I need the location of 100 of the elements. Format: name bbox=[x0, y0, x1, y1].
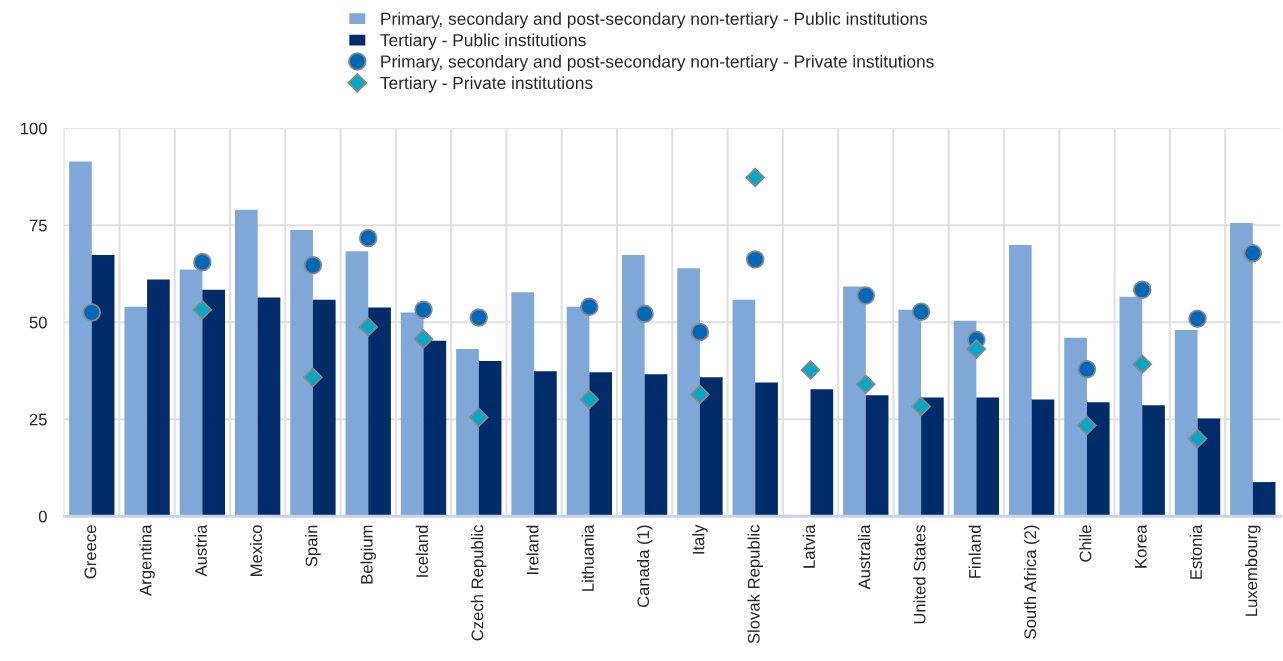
y-tick-label: 50 bbox=[29, 316, 47, 329]
bar bbox=[124, 306, 148, 517]
point bbox=[414, 300, 433, 320]
legend-label: Primary, secondary and post-secondary non-tertiary - Public institutions bbox=[381, 12, 928, 29]
bar bbox=[755, 382, 778, 517]
x-tick-label: Mexico bbox=[249, 525, 263, 576]
bar bbox=[179, 269, 203, 517]
bar bbox=[1252, 482, 1276, 517]
bar bbox=[511, 292, 535, 517]
point bbox=[1077, 415, 1097, 436]
point bbox=[800, 360, 821, 380]
bar bbox=[1197, 418, 1221, 517]
y-tick-label: 25 bbox=[29, 413, 47, 426]
x-tick-label: South Africa (2) bbox=[1023, 525, 1040, 639]
bar bbox=[732, 299, 756, 517]
bar bbox=[953, 320, 977, 517]
x-tick-label: Australia bbox=[858, 524, 871, 590]
point bbox=[690, 384, 710, 405]
bar bbox=[147, 279, 170, 517]
point bbox=[82, 303, 102, 322]
point bbox=[966, 339, 987, 359]
x-tick-label: Korea bbox=[1135, 524, 1147, 568]
point bbox=[1077, 359, 1097, 379]
point bbox=[690, 322, 710, 342]
x-tick-label: Spain bbox=[305, 525, 321, 567]
point bbox=[1132, 354, 1152, 374]
point bbox=[192, 300, 213, 320]
bar bbox=[456, 349, 479, 517]
point bbox=[303, 255, 323, 275]
point bbox=[1243, 243, 1263, 263]
bar bbox=[621, 255, 645, 517]
bar bbox=[1086, 402, 1110, 517]
legend-label: Tertiary - Private institutions bbox=[380, 76, 593, 93]
point bbox=[745, 250, 765, 269]
bar bbox=[1230, 222, 1253, 517]
bar bbox=[69, 161, 92, 517]
bar bbox=[921, 397, 944, 517]
bar bbox=[1142, 405, 1165, 517]
x-tick-label: Argentina bbox=[139, 524, 155, 596]
bar bbox=[312, 299, 336, 517]
legend-label: Primary, secondary and post-secondary non-tertiary - Private institutions bbox=[381, 54, 934, 72]
x-tick-label: Latvia bbox=[802, 524, 815, 568]
point bbox=[193, 252, 212, 272]
x-tick-label: Canada (1) bbox=[636, 525, 653, 608]
y-tick-label: 75 bbox=[29, 219, 47, 232]
point bbox=[413, 329, 434, 349]
x-tick-label: Czech Republic bbox=[471, 525, 487, 641]
point bbox=[635, 304, 654, 323]
point bbox=[911, 396, 931, 417]
bar bbox=[345, 251, 369, 517]
x-tick-label: Luxembourg bbox=[1245, 525, 1261, 616]
bar bbox=[976, 397, 1000, 517]
bar bbox=[423, 340, 447, 517]
point bbox=[469, 308, 489, 327]
x-tick-label: Italy bbox=[692, 524, 708, 554]
bar bbox=[1119, 296, 1143, 517]
point bbox=[469, 407, 489, 428]
x-tick-label: Austria bbox=[194, 524, 207, 577]
bar bbox=[898, 309, 922, 517]
bar bbox=[810, 389, 834, 517]
bar bbox=[257, 297, 281, 517]
x-tick-label: United States bbox=[913, 525, 926, 624]
bar bbox=[1008, 245, 1032, 517]
bar bbox=[534, 371, 557, 517]
bar bbox=[589, 372, 613, 517]
bar bbox=[368, 307, 391, 517]
y-tick-label: 100 bbox=[20, 122, 47, 135]
x-tick-label: Ireland bbox=[526, 525, 539, 574]
bar bbox=[234, 209, 258, 517]
point bbox=[303, 367, 323, 388]
legend-label: Tertiary - Public institutions bbox=[380, 33, 586, 50]
bar bbox=[865, 395, 889, 517]
point bbox=[358, 317, 378, 337]
point bbox=[911, 302, 931, 321]
bar bbox=[400, 312, 424, 517]
point bbox=[1132, 280, 1152, 299]
point bbox=[580, 297, 599, 316]
x-tick-label: Slovak Republic bbox=[747, 525, 763, 644]
y-tick-label: 0 bbox=[38, 510, 47, 523]
bar bbox=[677, 268, 700, 517]
bar bbox=[1174, 330, 1198, 517]
bar bbox=[843, 286, 866, 517]
point bbox=[579, 389, 600, 410]
bar bbox=[91, 255, 115, 517]
bar bbox=[1064, 337, 1087, 517]
x-tick-label: Lithuania bbox=[581, 524, 594, 591]
bar bbox=[478, 361, 502, 517]
point bbox=[358, 228, 378, 248]
x-tick-label: Greece bbox=[84, 525, 97, 579]
bar bbox=[1031, 399, 1055, 517]
x-tick-label: Finland bbox=[968, 525, 981, 578]
point bbox=[745, 167, 765, 188]
x-tick-label: Chile bbox=[1079, 525, 1092, 562]
point bbox=[856, 374, 876, 395]
bar bbox=[566, 306, 590, 517]
bar bbox=[699, 377, 723, 517]
point bbox=[856, 286, 876, 305]
x-tick-label: Estonia bbox=[1189, 524, 1202, 579]
x-tick-label: Iceland bbox=[415, 525, 428, 577]
bar bbox=[644, 374, 668, 517]
